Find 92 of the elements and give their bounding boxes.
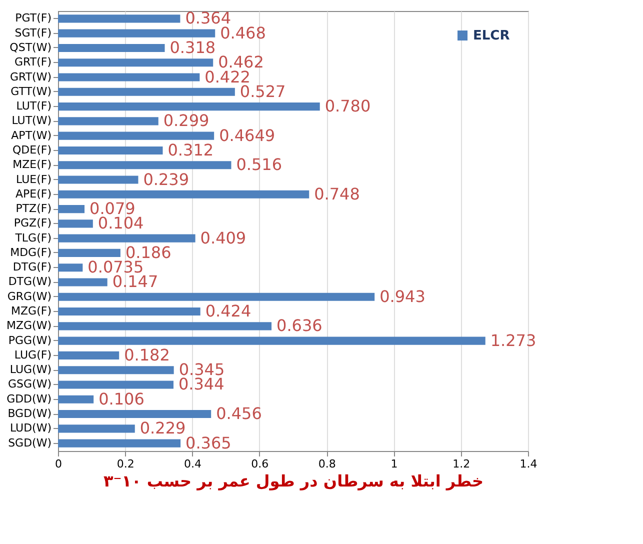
y-tick-label: TLG(F): [14, 231, 52, 244]
bar: [58, 264, 83, 272]
legend-label: ELCR: [473, 28, 510, 44]
bar: [58, 146, 163, 154]
bar: [58, 308, 200, 316]
y-tick-label: PGZ(F): [14, 216, 52, 230]
x-tick-label: 0: [55, 458, 62, 470]
bar: [58, 205, 85, 214]
data-label: 0.147: [112, 272, 158, 292]
y-tick-label: PGG(W): [8, 334, 52, 347]
data-label: 0.186: [125, 242, 172, 262]
x-tick-label: 0.6: [251, 458, 269, 470]
data-label: 0.312: [168, 140, 214, 160]
y-tick-label: LUE(F): [16, 172, 52, 186]
bar: [58, 190, 310, 198]
y-tick-label: GTT(W): [10, 84, 52, 98]
y-tick-label: LUT(F): [16, 100, 52, 113]
x-tick-label: 1: [390, 458, 398, 470]
data-label: 0.344: [178, 374, 224, 394]
x-tick-label: 0.2: [116, 458, 134, 470]
y-tick-label: SGD(W): [8, 436, 52, 450]
bar: [58, 278, 108, 286]
data-label: 0.4649: [219, 126, 276, 145]
bar: [58, 117, 158, 126]
bar: [58, 234, 196, 242]
data-label: 0.182: [124, 345, 170, 364]
y-tick-label: MDG(F): [10, 246, 52, 259]
bar: [58, 351, 120, 360]
y-tick-label: LUG(W): [10, 363, 52, 376]
y-tick-label: DTG(W): [8, 275, 52, 288]
bar: [58, 366, 174, 374]
y-tick-label: GDD(W): [6, 392, 52, 406]
bar: [58, 14, 180, 23]
y-tick-label: MZG(W): [6, 319, 52, 332]
bar: [58, 161, 232, 170]
y-tick-label: GRT(W): [10, 70, 52, 84]
bar: [58, 380, 174, 389]
bar: [58, 73, 200, 82]
bar: [58, 44, 165, 52]
bar: [58, 176, 138, 184]
y-tick-label: GSG(W): [8, 378, 52, 391]
y-tick-label: PGT(F): [15, 12, 52, 25]
data-label: 0.424: [205, 302, 252, 321]
bar: [58, 292, 375, 301]
x-tick-label: 1.4: [520, 458, 538, 470]
bar: [58, 439, 181, 448]
bar: [58, 248, 120, 257]
data-label: 0.456: [216, 404, 262, 424]
bar: [58, 132, 214, 140]
y-tick-label: APT(W): [11, 128, 52, 142]
bar: [58, 395, 94, 404]
bar: [58, 29, 216, 38]
y-tick-label: LUD(W): [10, 422, 52, 435]
data-label: 1.273: [490, 330, 536, 350]
data-label: 0.516: [236, 155, 282, 174]
data-label: 0.239: [143, 170, 190, 189]
y-tick-label: GRG(W): [7, 290, 52, 303]
data-label: 0.365: [186, 433, 232, 452]
data-label: 0.106: [98, 389, 144, 408]
y-tick-label: QST(W): [10, 40, 52, 54]
x-tick-label: 0.8: [318, 458, 336, 470]
y-tick-label: BGD(W): [8, 407, 52, 420]
bar: [58, 336, 486, 345]
y-tick-label: QDE(F): [12, 143, 52, 156]
y-tick-label: DTG(F): [12, 260, 52, 274]
y-tick-label: APE(F): [15, 187, 52, 200]
data-label: 0.748: [314, 184, 360, 204]
x-axis-title: خطر ابتلا به سرطان در طول عمر بر حسب ۱۰⁻۳: [104, 472, 484, 490]
bar: [58, 322, 272, 330]
data-label: 0.299: [163, 111, 210, 130]
data-label: 0.318: [170, 38, 216, 57]
y-tick-label: SGT(F): [14, 26, 52, 40]
y-tick-label: PTZ(F): [16, 202, 52, 216]
x-tick-label: 1.2: [452, 458, 470, 470]
y-tick-label: MZG(F): [11, 304, 52, 318]
bar: [58, 102, 320, 111]
bar: [58, 424, 135, 433]
bar: [58, 88, 235, 96]
data-label: 0.636: [276, 316, 322, 336]
y-tick-label: GRT(F): [14, 56, 52, 69]
y-tick-label: LUT(W): [12, 114, 52, 128]
y-tick-label: MZE(F): [12, 158, 52, 172]
x-tick-label: 0.4: [184, 458, 202, 470]
data-label: 0.409: [200, 228, 246, 248]
bar: [58, 220, 93, 228]
bar: [58, 410, 212, 418]
data-label: 0.229: [140, 418, 186, 438]
data-label: 0.780: [324, 96, 371, 116]
data-label: 0.104: [98, 214, 144, 233]
data-label: 0.943: [380, 286, 426, 306]
bar: [58, 58, 214, 67]
y-tick-label: LUG(F): [14, 348, 52, 362]
